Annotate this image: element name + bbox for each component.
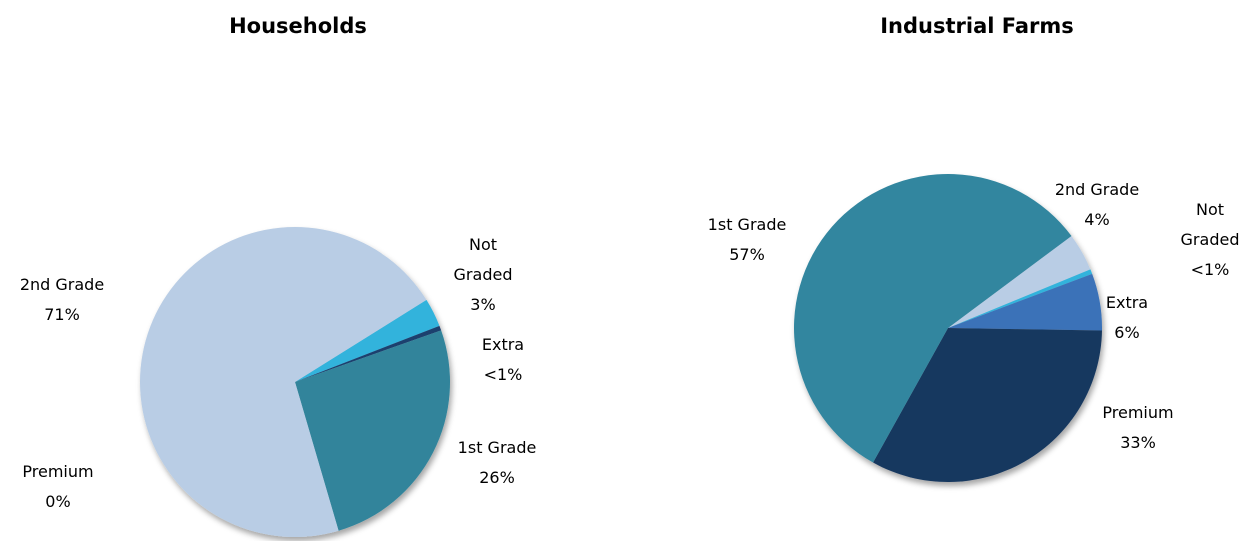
slice-value: 57% [729,245,765,264]
slice-category: Not Graded [453,235,513,284]
slice-value: 71% [44,305,80,324]
slice-value: 0% [45,492,71,511]
slice-label: 2nd Grade 4% [1047,175,1147,235]
slice-value: 6% [1114,323,1140,342]
chart-title: Industrial Farms [880,14,1074,38]
slice-category: 2nd Grade [1054,180,1140,199]
slice-label: 1st Grade 26% [452,433,542,493]
slice-label: Not Graded 3% [448,230,518,320]
pie-slice [873,328,1102,482]
pie-slice [295,325,442,382]
slice-value: 4% [1084,210,1110,229]
chart-title: Households [229,14,367,38]
slice-value: <1% [483,365,523,384]
slice-label: Extra 6% [1097,288,1157,348]
slice-category: 2nd Grade [19,275,105,294]
slice-label: 2nd Grade 71% [12,270,112,330]
slice-label: Premium 0% [13,457,103,517]
slice-category: Premium [1102,403,1174,422]
pie-slice [948,273,1102,331]
pie [793,173,1102,482]
slice-value: <1% [1190,260,1230,279]
slice-value: 33% [1120,433,1156,452]
pie-slice [140,227,427,538]
slice-value: 3% [470,295,496,314]
slice-value: 26% [479,468,515,487]
slice-label: Extra <1% [473,330,533,390]
pie-slice [295,330,450,531]
slice-category: Extra [481,335,525,354]
slice-category: Extra [1105,293,1149,312]
slice-category: Premium [22,462,94,481]
slice-category: 1st Grade [707,215,787,234]
pie-slice [948,269,1093,328]
slice-label: Not Graded <1% [1175,195,1240,285]
pie-slice [295,299,440,382]
pie [140,227,450,538]
slice-category: Not Graded [1180,200,1240,249]
pie-slice [793,173,1072,463]
pie-slice [948,235,1091,328]
slice-category: 1st Grade [457,438,537,457]
slice-label: 1st Grade 57% [697,210,797,270]
slice-label: Premium 33% [1093,398,1183,458]
